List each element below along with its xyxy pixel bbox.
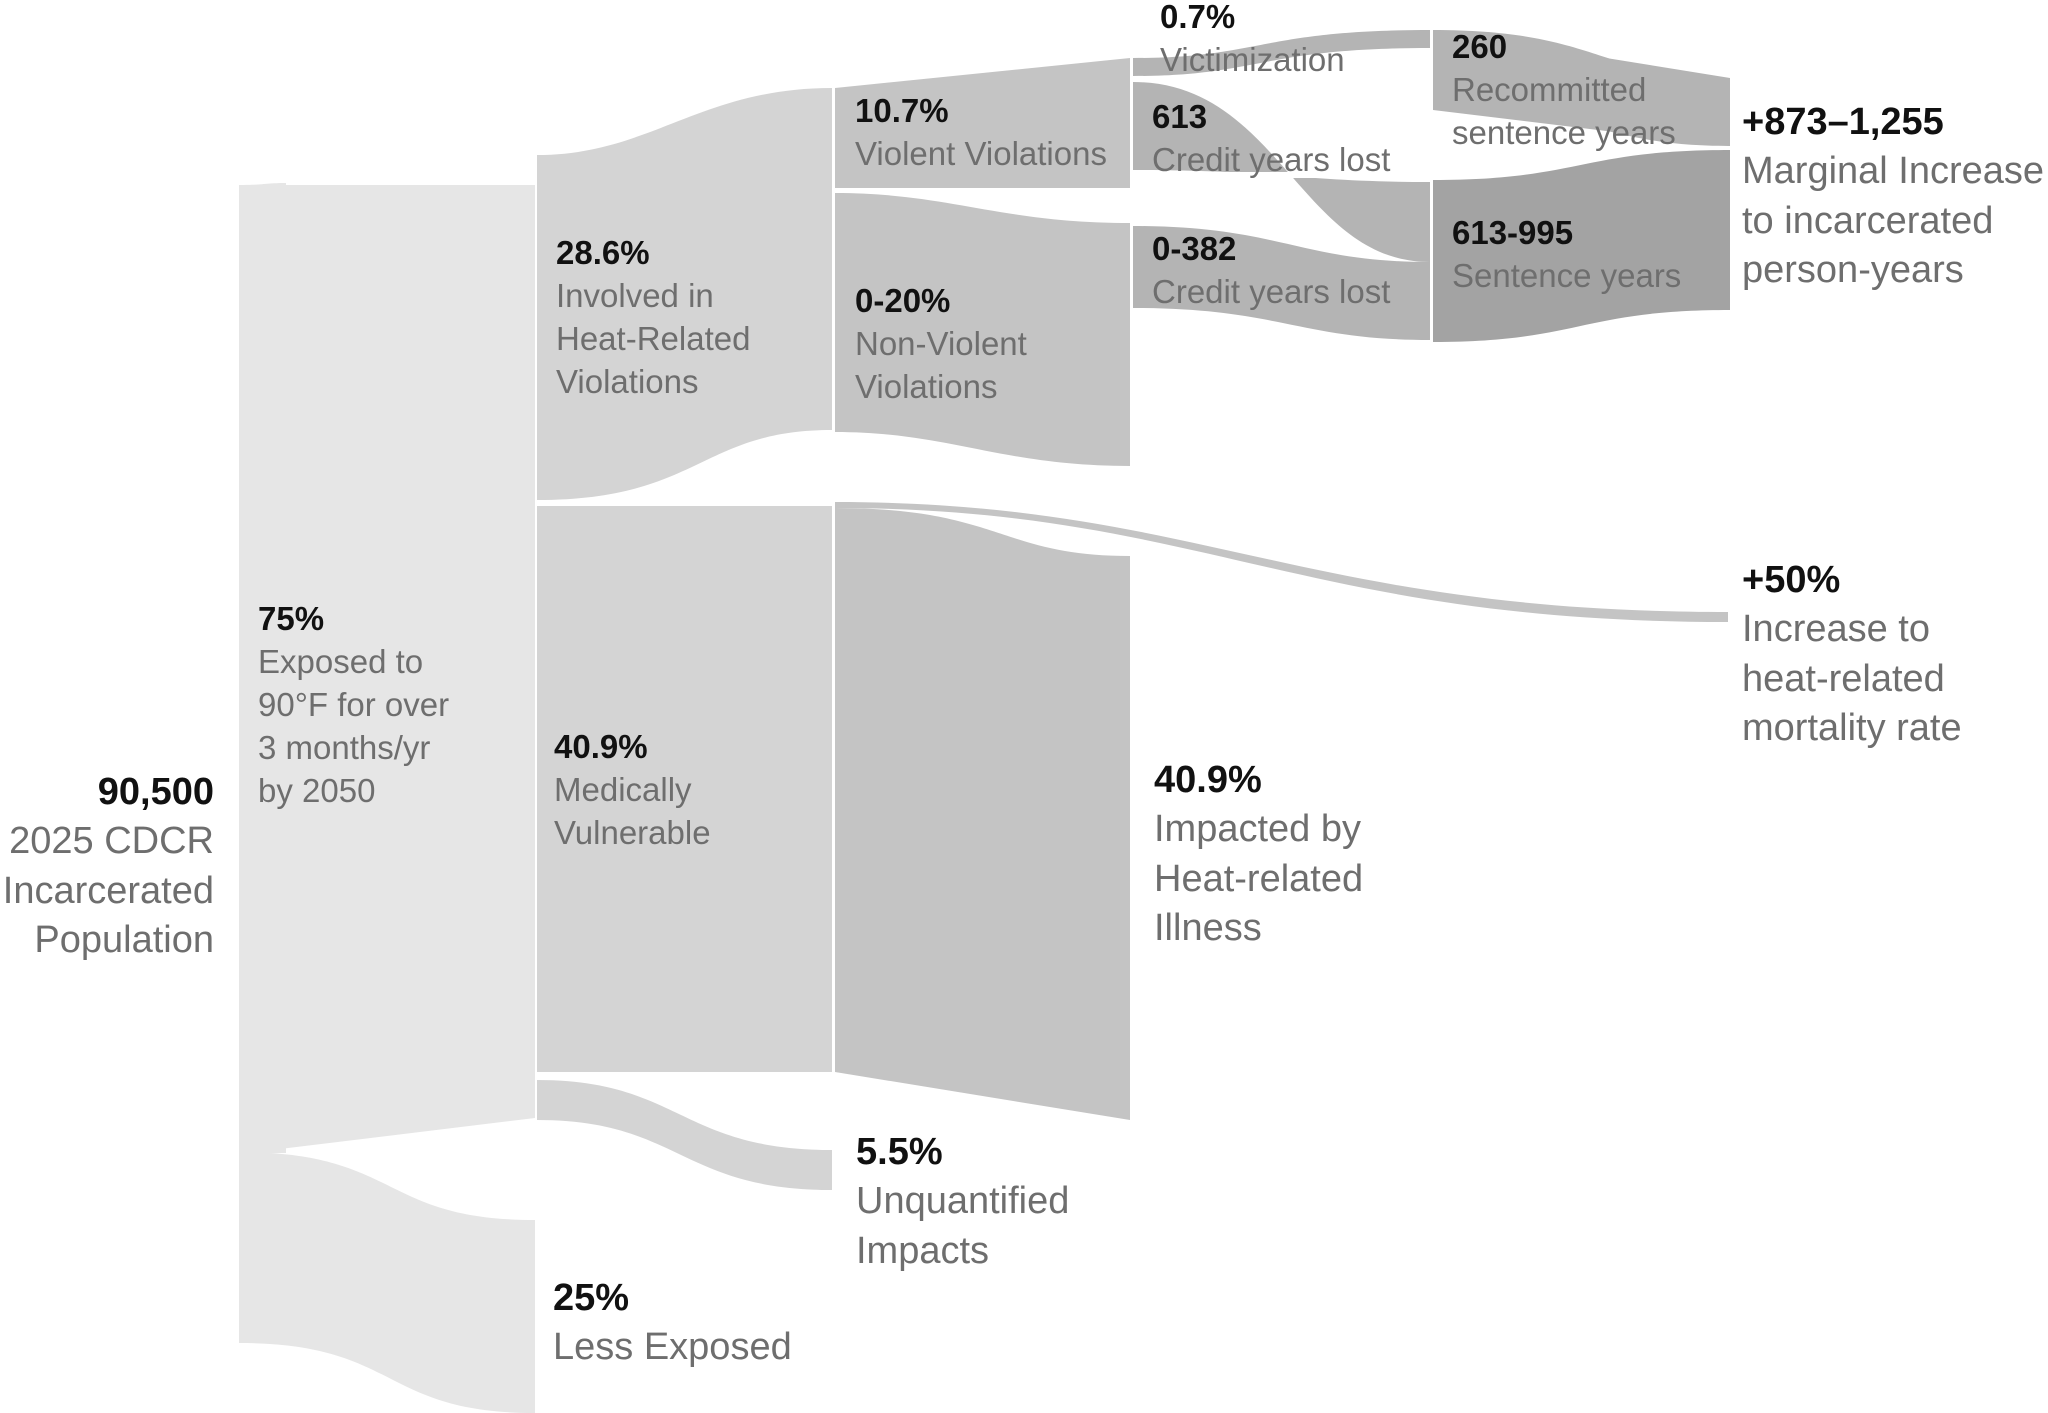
flow-unquantified bbox=[537, 1080, 832, 1190]
flow-exposed-fill bbox=[239, 185, 535, 1154]
separator-credit bbox=[1133, 172, 1431, 178]
recommitted-desc-2: sentence years bbox=[1452, 113, 1676, 151]
node-sentence: 613-995 Sentence years bbox=[1452, 212, 1681, 298]
node-mortality: +50% Increase to heat-related mortality … bbox=[1742, 556, 1962, 754]
marginal-desc-2: to incarcerated bbox=[1742, 199, 1994, 242]
illness-value: 40.9% bbox=[1154, 759, 1262, 801]
flow-recommitted-curve bbox=[1433, 30, 1730, 146]
flow-heat-violations bbox=[537, 155, 832, 500]
node-less-exposed: 25% Less Exposed bbox=[553, 1274, 792, 1373]
flow-illness bbox=[835, 508, 1130, 1120]
medically-vulnerable-desc-2: Vulnerable bbox=[554, 813, 711, 851]
heat-violations-value: 28.6% bbox=[556, 234, 650, 271]
illness-desc-3: Illness bbox=[1154, 907, 1262, 950]
node-heat-violations: 28.6% Involved in Heat-Related Violation… bbox=[556, 232, 750, 404]
medically-vulnerable-value: 40.9% bbox=[554, 728, 648, 765]
flow-nonviolent bbox=[835, 193, 1130, 466]
node-bar-exposed bbox=[535, 155, 537, 1120]
heat-violations-desc-3: Violations bbox=[556, 362, 699, 400]
recommitted-value: 260 bbox=[1452, 28, 1508, 65]
node-medically-vulnerable: 40.9% Medically Vulnerable bbox=[554, 726, 711, 855]
node-bar-vulnerable bbox=[832, 502, 835, 1072]
nonviolent-value: 0-20% bbox=[855, 282, 951, 319]
unquantified-value: 5.5% bbox=[856, 1131, 943, 1173]
population-desc-1: 2025 CDCR bbox=[9, 820, 214, 863]
victimization-desc: Victimization bbox=[1160, 40, 1345, 78]
illness-desc-1: Impacted by bbox=[1154, 808, 1361, 851]
marginal-value: +873–1,255 bbox=[1742, 101, 1944, 143]
flow-medically-vulnerable bbox=[537, 506, 832, 1072]
population-desc-2: Incarcerated bbox=[2, 869, 214, 912]
node-exposed: 75% Exposed to 90°F for over 3 months/yr… bbox=[258, 598, 449, 812]
illness-desc-2: Heat-related bbox=[1154, 857, 1364, 900]
credit-violent-desc: Credit years lost bbox=[1152, 140, 1391, 178]
node-illness: 40.9% Impacted by Heat-related Illness bbox=[1154, 756, 1363, 954]
sentence-value: 613-995 bbox=[1452, 214, 1574, 251]
flow-heat-violations-bridge bbox=[537, 88, 832, 155]
less-exposed-value: 25% bbox=[553, 1277, 630, 1319]
node-bar-sentence bbox=[1430, 28, 1433, 344]
credit-nonviolent-desc: Credit years lost bbox=[1152, 272, 1391, 310]
marginal-desc-1: Marginal Increase bbox=[1742, 150, 2045, 193]
credit-nonviolent-value: 0-382 bbox=[1152, 230, 1237, 267]
exposed-desc-3: 3 months/yr bbox=[258, 728, 431, 766]
violent-desc: Violent Violations bbox=[855, 134, 1107, 172]
unquantified-desc-1: Unquantified bbox=[856, 1180, 1070, 1223]
flow-victimization bbox=[1133, 30, 1430, 76]
medically-vulnerable-desc-1: Medically bbox=[554, 770, 692, 808]
credit-violent-value: 613 bbox=[1152, 98, 1208, 135]
node-violent: 10.7% Violent Violations bbox=[855, 90, 1107, 176]
population-value: 90,500 bbox=[97, 771, 214, 813]
flow-sentence bbox=[1433, 150, 1730, 342]
victimization-value: 0.7% bbox=[1160, 0, 1236, 35]
node-victimization: 0.7% Victimization bbox=[1160, 0, 1345, 82]
exposed-desc-4: by 2050 bbox=[258, 771, 376, 809]
exposed-desc-2: 90°F for over bbox=[258, 685, 450, 723]
mortality-desc-3: mortality rate bbox=[1742, 707, 1962, 750]
violent-value: 10.7% bbox=[855, 92, 949, 129]
flow-credit-nonviolent bbox=[1133, 226, 1430, 340]
node-bar-credit bbox=[1130, 56, 1133, 468]
recommitted-desc-1: Recommitted bbox=[1452, 70, 1647, 108]
separator-violent bbox=[835, 188, 1133, 192]
nonviolent-desc-1: Non-Violent bbox=[855, 324, 1027, 362]
exposed-value: 75% bbox=[258, 600, 325, 637]
mortality-value: +50% bbox=[1742, 559, 1841, 601]
node-bar-violations bbox=[832, 88, 835, 433]
node-unquantified: 5.5% Unquantified Impacts bbox=[856, 1128, 1069, 1276]
separator-vulnerable bbox=[537, 1072, 835, 1078]
node-recommitted: 260 Recommitted sentence years bbox=[1452, 26, 1676, 155]
mortality-desc-2: heat-related bbox=[1742, 657, 1945, 700]
exposed-desc-1: Exposed to bbox=[258, 642, 424, 680]
node-credit-violent: 613 Credit years lost bbox=[1152, 96, 1390, 182]
separator-victimization bbox=[1133, 76, 1431, 81]
sentence-desc: Sentence years bbox=[1452, 256, 1682, 294]
nonviolent-desc-2: Violations bbox=[855, 367, 998, 405]
population-desc-3: Population bbox=[34, 919, 214, 962]
node-credit-nonviolent: 0-382 Credit years lost bbox=[1152, 228, 1390, 314]
node-nonviolent: 0-20% Non-Violent Violations bbox=[855, 280, 1027, 409]
mortality-desc-1: Increase to bbox=[1742, 608, 1930, 651]
node-marginal: +873–1,255 Marginal Increase to incarcer… bbox=[1742, 98, 2044, 296]
heat-violations-desc-2: Heat-Related bbox=[556, 319, 751, 357]
less-exposed-desc: Less Exposed bbox=[553, 1326, 792, 1369]
heat-violations-desc-1: Involved in bbox=[556, 276, 714, 314]
marginal-desc-3: person-years bbox=[1742, 249, 1964, 292]
separator-sentence bbox=[1433, 146, 1731, 150]
flow-less-exposed bbox=[239, 1152, 535, 1413]
separator-violations bbox=[537, 500, 835, 504]
flow-violent bbox=[835, 58, 1130, 190]
node-population: 90,500 2025 CDCR Incarcerated Population bbox=[0, 768, 214, 966]
unquantified-desc-2: Impacts bbox=[856, 1229, 990, 1272]
